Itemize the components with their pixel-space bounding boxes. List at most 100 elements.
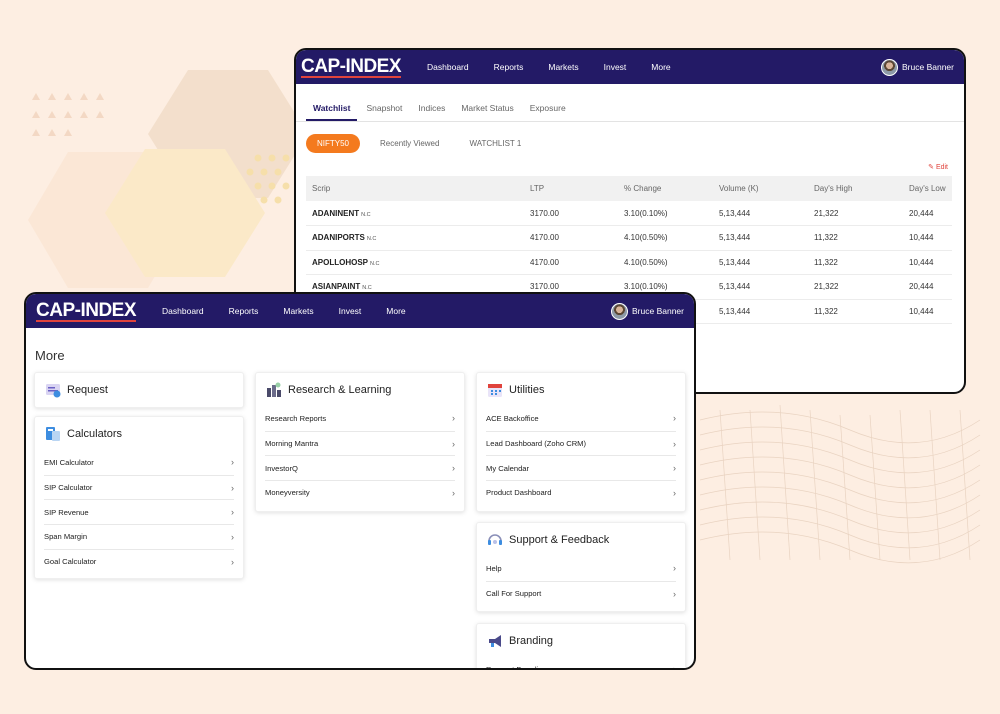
calculator-item-label: Goal Calculator (44, 557, 97, 567)
nav-invest[interactable]: Invest (603, 62, 627, 72)
edit-label: Edit (935, 164, 948, 171)
tab-snapshot[interactable]: Snapshot (366, 103, 403, 113)
list-item[interactable]: Span Margin › (44, 524, 234, 549)
list-item[interactable]: Goal Calculator › (44, 548, 234, 574)
list-item[interactable]: Lead Dashboard (Zoho CRM) › (486, 430, 676, 456)
chevron-right-icon: › (231, 531, 234, 542)
pencil-icon: ✎ (928, 164, 934, 171)
chevron-right-icon: › (673, 588, 676, 599)
cell-day-low: 10,444 (903, 250, 952, 275)
chevron-right-icon: › (673, 563, 676, 574)
research-item-label: Moneyversity (265, 488, 310, 498)
chevron-right-icon: › (231, 556, 234, 567)
cell-change: 3.10(0.10%) (618, 201, 713, 226)
col-volume[interactable]: Volume (K) (713, 176, 808, 201)
chevron-right-icon: › (452, 413, 455, 424)
support-feedback-card: Support & Feedback Help › Call For Support… (476, 522, 686, 612)
calculator-item-label: SIP Calculator (44, 483, 93, 493)
more-window: CAP-INDEX Dashboard Reports Markets Inve… (24, 292, 696, 670)
list-item[interactable]: Morning Mantra › (265, 430, 455, 456)
cell-day-high: 11,322 (808, 250, 903, 275)
edit-link[interactable]: ✎ Edit (296, 160, 964, 176)
pill-watchlist-1[interactable]: WATCHLIST 1 (469, 138, 522, 148)
cell-day-high: 11,322 (808, 299, 903, 324)
nav-invest[interactable]: Invest (338, 306, 362, 316)
tab-exposure[interactable]: Exposure (529, 103, 566, 113)
tab-watchlist[interactable]: Watchlist (306, 103, 358, 121)
cell-day-low: 10,444 (903, 225, 952, 251)
nav-dashboard[interactable]: Dashboard (162, 306, 204, 316)
col-day-low[interactable]: Day's Low (903, 176, 952, 201)
col-change[interactable]: % Change (618, 176, 713, 201)
utilities-item-label: Lead Dashboard (Zoho CRM) (486, 439, 587, 449)
main-nav: Dashboard Reports Markets Invest More (427, 62, 696, 72)
cell-volume: 5,13,444 (713, 299, 808, 324)
research-icon (267, 382, 281, 397)
list-item[interactable]: SIP Revenue › (44, 499, 234, 524)
list-item[interactable]: SIP Calculator › (44, 474, 234, 500)
list-item[interactable]: EMI Calculator › (44, 450, 234, 475)
table-row[interactable]: ADANIPORTS N.C 4170.00 4.10(0.50%) 5,13,444 1… (306, 225, 952, 251)
user-menu[interactable]: Bruce Banner (881, 58, 954, 76)
headset-icon (488, 533, 502, 545)
nav-more[interactable]: More (386, 306, 406, 316)
branding-item-list: Request Branding › (477, 657, 685, 670)
cell-volume: 5,13,444 (713, 201, 808, 226)
branding-item-label: Request Branding (486, 664, 547, 670)
watchlist-tabs: Watchlist Snapshot Indices Market Status… (296, 84, 964, 122)
tab-indices[interactable]: Indices (418, 103, 446, 113)
cell-volume: 5,13,444 (713, 250, 808, 275)
calculator-icon (46, 426, 60, 441)
list-item[interactable]: Call For Support › (486, 580, 676, 606)
branding-title: Branding (509, 634, 554, 647)
pill-nifty50[interactable]: NIFTY50 (306, 133, 361, 153)
nav-markets[interactable]: Markets (548, 62, 579, 72)
scrip-name: ADANINENT (312, 208, 360, 218)
nav-dashboard[interactable]: Dashboard (427, 62, 469, 72)
nav-more[interactable]: More (651, 62, 671, 72)
user-menu[interactable]: Bruce Banner (611, 302, 684, 320)
research-item-list: Research Reports › Morning Mantra › Investor… (256, 406, 464, 505)
list-item[interactable]: My Calendar › (486, 455, 676, 480)
cell-ltp: 4170.00 (524, 225, 618, 251)
nav-reports[interactable]: Reports (493, 62, 524, 72)
chevron-right-icon: › (452, 463, 455, 474)
calendar-icon (488, 383, 502, 397)
top-navbar: CAP-INDEX Dashboard Reports Markets Inve… (296, 50, 964, 84)
chevron-right-icon: › (231, 507, 234, 518)
list-item[interactable]: Moneyversity › (265, 480, 455, 505)
col-ltp[interactable]: LTP (524, 176, 618, 201)
top-navbar: CAP-INDEX Dashboard Reports Markets Inve… (26, 294, 694, 328)
list-item[interactable]: Request Branding › (486, 657, 676, 670)
request-card[interactable]: Request (34, 372, 244, 408)
chevron-right-icon: › (673, 413, 676, 424)
brand-logo[interactable]: CAP-INDEX (36, 299, 137, 322)
chevron-right-icon: › (452, 438, 455, 449)
tab-market-status[interactable]: Market Status (461, 103, 514, 113)
research-item-label: Research Reports (265, 413, 327, 423)
table-row[interactable]: ADANINENT N.C 3170.00 3.10(0.10%) 5,13,444 21… (306, 201, 952, 226)
scrip-name: ASIANPAINT (312, 282, 361, 292)
nav-markets[interactable]: Markets (283, 306, 314, 316)
brand-logo[interactable]: CAP-INDEX (301, 55, 402, 78)
table-row[interactable]: APOLLOHOSP N.C 4170.00 4.10(0.50%) 5,13,444 1… (306, 250, 952, 275)
cell-day-high: 21,322 (808, 201, 903, 226)
research-learning-card: Research & Learning Research Reports › Mor… (255, 372, 465, 512)
scrip-tag: N.C (362, 285, 372, 292)
scrip-tag: N.C (370, 260, 380, 267)
cell-volume: 5,13,444 (713, 274, 808, 300)
calculator-item-label: Span Margin (44, 532, 88, 542)
col-scrip[interactable]: Scrip (306, 176, 524, 201)
list-item[interactable]: InvestorQ › (265, 455, 455, 480)
megaphone-icon (489, 634, 501, 647)
list-item[interactable]: Help › (486, 556, 676, 581)
pill-recently-viewed[interactable]: Recently Viewed (380, 138, 440, 148)
chevron-right-icon: › (673, 463, 676, 474)
list-item[interactable]: ACE Backoffice › (486, 406, 676, 431)
list-item[interactable]: Product Dashboard › (486, 480, 676, 505)
list-item[interactable]: Research Reports › (265, 406, 455, 431)
watchlist-table: Scrip LTP % Change Volume (K) Day's High… (306, 176, 952, 324)
calculator-item-label: SIP Revenue (44, 507, 89, 517)
nav-reports[interactable]: Reports (228, 306, 259, 316)
col-day-high[interactable]: Day's High (808, 176, 903, 201)
